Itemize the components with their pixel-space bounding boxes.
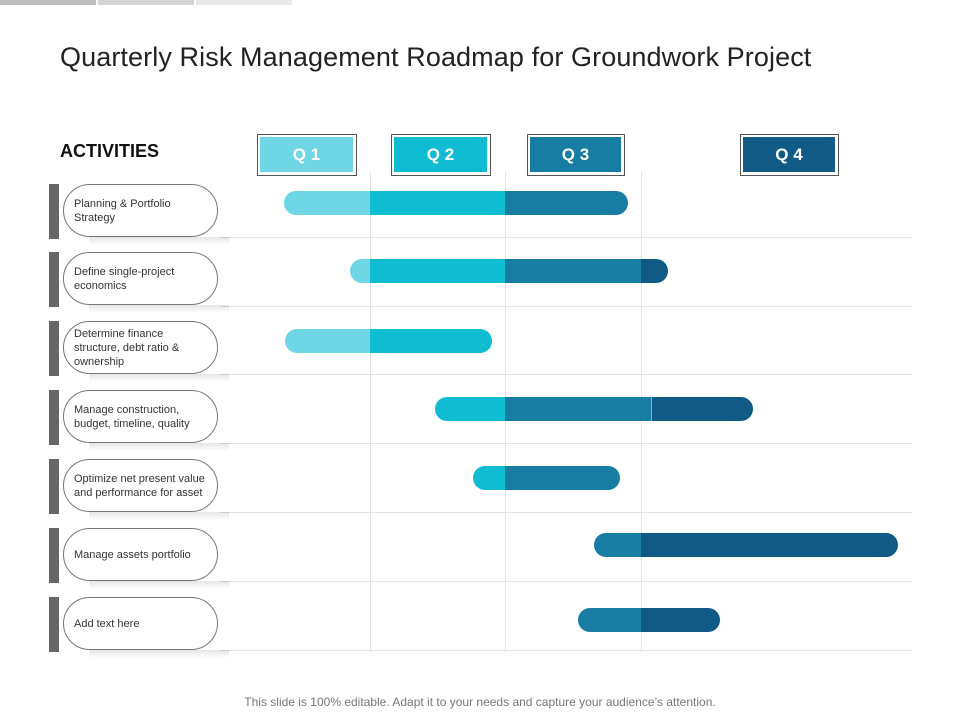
activity-row-1: Planning & Portfolio Strategy — [49, 184, 229, 245]
activity-row-2: Define single-project economics — [49, 252, 229, 313]
quarter-header-q3: Q 3 — [527, 134, 625, 176]
row-divider — [220, 374, 912, 375]
quarter-label-q3: Q 3 — [530, 137, 621, 172]
activity-label: Manage assets portfolio — [63, 528, 218, 581]
activity-label: Planning & Portfolio Strategy — [63, 184, 218, 237]
quarter-header-q1: Q 1 — [257, 134, 357, 176]
activity-marker — [49, 597, 59, 652]
gantt-bar-2 — [350, 259, 668, 283]
row-divider — [220, 650, 912, 651]
row-divider — [220, 581, 912, 582]
quarter-header-q4: Q 4 — [740, 134, 839, 176]
activity-marker — [49, 459, 59, 514]
activity-marker — [49, 321, 59, 376]
activity-marker — [49, 528, 59, 583]
activity-marker — [49, 252, 59, 307]
bar-segment — [435, 397, 505, 421]
bar-segment — [505, 259, 641, 283]
activity-label: Determine finance structure, debt ratio … — [63, 321, 218, 374]
activity-label: Optimize net present value and performan… — [63, 459, 218, 512]
bar-segment — [284, 191, 370, 215]
quarter-header-q2: Q 2 — [391, 134, 491, 176]
gantt-bar-6 — [594, 533, 898, 557]
top-accent-bar-3 — [196, 0, 292, 5]
bar-segment — [641, 259, 668, 283]
quarter-divider-1 — [370, 172, 371, 652]
quarter-label-q4: Q 4 — [743, 137, 835, 172]
bar-segment — [641, 533, 898, 557]
activity-marker — [49, 184, 59, 239]
top-accent-bar-1 — [0, 0, 96, 5]
activity-row-3: Determine finance structure, debt ratio … — [49, 321, 229, 382]
row-divider — [220, 443, 912, 444]
bar-segment — [370, 329, 492, 353]
quarter-label-q2: Q 2 — [394, 137, 487, 172]
footer-note: This slide is 100% editable. Adapt it to… — [244, 695, 716, 709]
bar-segment — [578, 608, 641, 632]
bar-segment — [370, 191, 505, 215]
page-title: Quarterly Risk Management Roadmap for Gr… — [60, 42, 812, 72]
row-divider — [220, 512, 912, 513]
bar-segment — [473, 466, 505, 490]
bar-segment — [641, 608, 720, 632]
gantt-bar-1 — [284, 191, 628, 215]
activity-marker — [49, 390, 59, 445]
top-accent-bar-2 — [98, 0, 194, 5]
bar-segment — [370, 259, 505, 283]
activities-heading: ACTIVITIES — [60, 141, 160, 161]
quarter-label-q1: Q 1 — [260, 137, 353, 172]
gantt-bar-5 — [473, 466, 620, 490]
gantt-bar-7 — [578, 608, 720, 632]
bar-segment — [285, 329, 370, 353]
bar-segment — [594, 533, 641, 557]
bar-segment — [350, 259, 370, 283]
gantt-bar-4 — [435, 397, 753, 421]
bar-segment — [505, 191, 628, 215]
activity-row-6: Manage assets portfolio — [49, 528, 229, 589]
bar-segment — [505, 466, 620, 490]
activity-label: Manage construction, budget, timeline, q… — [63, 390, 218, 443]
row-divider — [220, 306, 912, 307]
gantt-bar-3 — [285, 329, 492, 353]
activity-label: Add text here — [63, 597, 218, 650]
activity-row-7: Add text here — [49, 597, 229, 658]
row-divider — [220, 237, 912, 238]
activity-row-5: Optimize net present value and performan… — [49, 459, 229, 520]
bar-segment — [505, 397, 652, 421]
bar-segment — [652, 397, 753, 421]
activity-row-4: Manage construction, budget, timeline, q… — [49, 390, 229, 451]
activity-label: Define single-project economics — [63, 252, 218, 305]
